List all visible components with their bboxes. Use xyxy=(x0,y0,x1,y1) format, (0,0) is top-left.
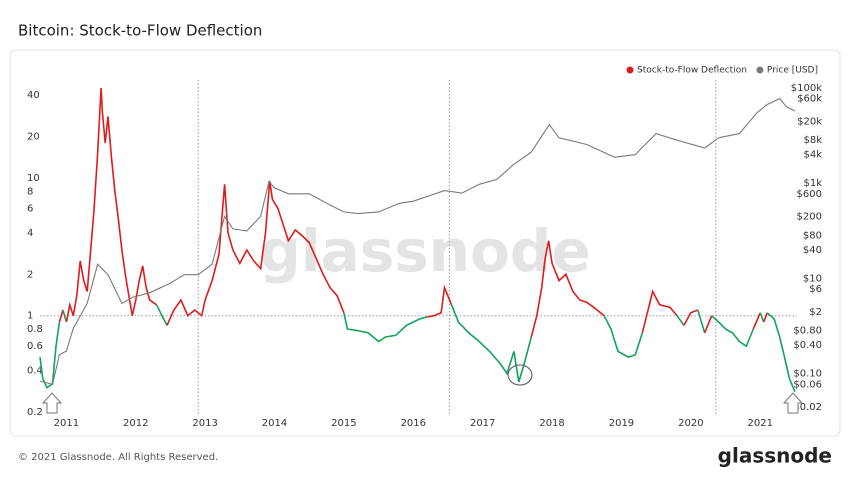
y2-tick-label: $0.02 xyxy=(793,402,822,413)
deflection-line xyxy=(711,315,755,348)
deflection-line xyxy=(762,312,768,323)
y-tick-label: 4 xyxy=(27,228,33,239)
x-tick-label: 2018 xyxy=(539,418,564,429)
deflection-line xyxy=(759,312,765,323)
y-tick-label: 10 xyxy=(27,173,40,184)
y2-tick-label: $600 xyxy=(797,189,822,200)
y2-tick-label: $4k xyxy=(803,150,822,161)
x-tick-label: 2017 xyxy=(470,418,495,429)
deflection-line xyxy=(58,309,64,323)
deflection-line xyxy=(641,289,678,334)
deflection-line xyxy=(39,321,61,389)
deflection-line xyxy=(155,304,168,326)
plot-area: 2011 2012 2013 2014 2015 2016 2017 2018 2019 2020… xyxy=(27,80,822,429)
y2-tick-label: $2 xyxy=(809,307,822,318)
x-tick-label: 2016 xyxy=(401,418,426,429)
chart-title: Bitcoin: Stock-to-Flow Deflection xyxy=(18,22,262,40)
deflection-line xyxy=(603,315,644,358)
y2-tick-label: $40 xyxy=(803,245,822,256)
deflection-line xyxy=(676,315,685,326)
x-tick-label: 2011 xyxy=(54,418,79,429)
deflection-line xyxy=(703,315,713,334)
circle-annotation xyxy=(507,364,533,386)
y-tick-label: 1 xyxy=(27,311,33,322)
deflection-line xyxy=(427,284,453,318)
y2-tick-label: $60k xyxy=(797,94,822,105)
y-tick-label: 0.4 xyxy=(27,365,43,376)
deflection-line xyxy=(343,312,428,343)
legend-label: Stock-to-Flow Deflection xyxy=(637,66,747,76)
y-tick-label: 0.8 xyxy=(27,324,43,335)
arrow-annotation xyxy=(41,392,63,414)
chart-frame xyxy=(9,49,841,437)
y-tick-label: 0.2 xyxy=(27,407,43,418)
x-tick-label: 2021 xyxy=(747,418,772,429)
x-tick-label: 2019 xyxy=(609,418,634,429)
legend-label: Price [USD] xyxy=(767,66,818,76)
y-tick-label: 6 xyxy=(27,204,33,215)
deflection-line xyxy=(62,309,68,323)
deflection-line xyxy=(766,312,796,393)
y-tick-label: 20 xyxy=(27,132,40,143)
y2-tick-label: $100k xyxy=(791,83,822,94)
x-tick-label: 2020 xyxy=(678,418,703,429)
y2-tick-label: $0.40 xyxy=(793,340,822,351)
y2-tick-label: $8k xyxy=(803,135,822,146)
y2-tick-label: $6 xyxy=(809,284,822,295)
y2-tick-label: $80 xyxy=(803,230,822,241)
y-tick-label: 40 xyxy=(27,90,40,101)
y2-tick-label: $20k xyxy=(797,116,822,127)
watermark: glassnode xyxy=(259,217,591,285)
y-tick-label: 2 xyxy=(27,269,33,280)
price-line xyxy=(39,97,796,385)
x-tick-label: 2013 xyxy=(192,418,217,429)
x-tick-label: 2015 xyxy=(331,418,356,429)
deflection-line xyxy=(752,312,761,330)
deflection-line xyxy=(166,180,345,326)
deflection-line xyxy=(683,309,699,326)
deflection-line xyxy=(530,240,605,338)
x-tick-label: 2014 xyxy=(262,418,287,429)
legend-marker xyxy=(756,66,764,74)
y-tick-label: 8 xyxy=(27,186,33,197)
y-tick-label: 0.6 xyxy=(27,341,43,352)
y2-tick-label: $0.80 xyxy=(793,326,822,337)
deflection-line xyxy=(65,88,158,323)
y2-tick-label: $0.10 xyxy=(793,369,822,380)
legend-marker xyxy=(626,66,634,74)
y2-tick-label: $1k xyxy=(803,178,822,189)
y2-tick-label: $0.06 xyxy=(793,379,822,390)
deflection-line xyxy=(450,304,533,383)
y2-tick-label: $200 xyxy=(797,212,822,223)
x-tick-label: 2012 xyxy=(123,418,148,429)
copyright: © 2021 Glassnode. All Rights Reserved. xyxy=(18,452,218,463)
y2-tick-label: $10 xyxy=(803,273,822,284)
deflection-line xyxy=(697,309,706,334)
arrow-annotation xyxy=(782,392,804,414)
logo: glassnode xyxy=(718,444,832,468)
